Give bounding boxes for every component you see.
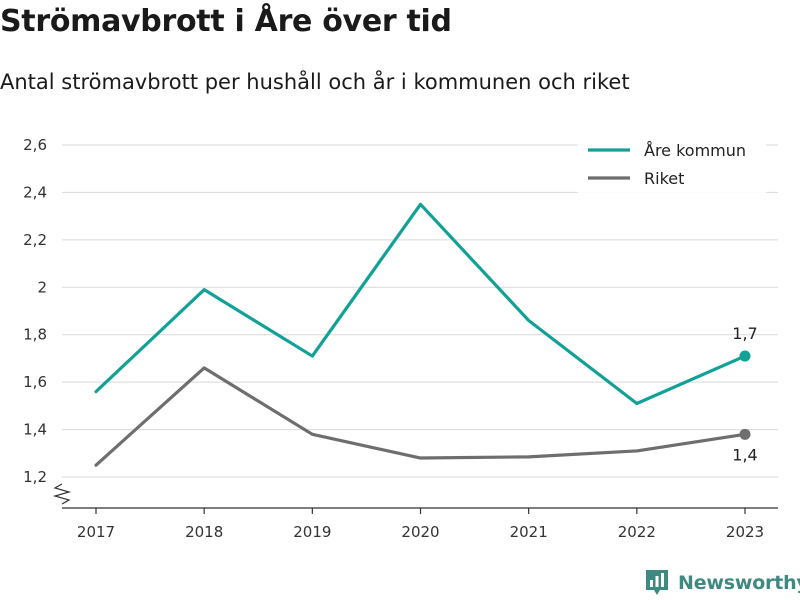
newsworthy-brand: Newsworthy	[644, 568, 800, 598]
legend-background	[578, 135, 766, 193]
x-tick-label: 2021	[510, 523, 548, 541]
x-tick-label: 2020	[401, 523, 439, 541]
y-tick-label: 2	[37, 278, 47, 296]
x-tick-label: 2023	[726, 523, 764, 541]
x-axis: 2017 2018 2019 2020 2021 2022 2023	[52, 483, 778, 541]
y-tick-label: 2,2	[23, 231, 47, 249]
brand-name: Newsworthy	[678, 572, 800, 594]
series-line	[94, 366, 747, 467]
legend: Åre kommun Riket	[578, 135, 766, 193]
y-tick-label: 1,4	[23, 421, 47, 439]
y-axis-tick-labels: 1,2 1,4 1,6 1,8 2 2,2 2,4 2,6	[23, 136, 47, 486]
series-end-point	[739, 428, 751, 440]
series-line	[94, 202, 747, 406]
y-tick-label: 2,4	[23, 183, 47, 201]
chart-title: Strömavbrott i Åre över tid	[0, 4, 452, 39]
x-tick-label: 2019	[293, 523, 331, 541]
x-tick-label: 2017	[77, 523, 115, 541]
y-tick-label: 1,6	[23, 373, 47, 391]
newsworthy-logo-icon	[646, 570, 668, 595]
y-tick-label: 2,6	[23, 136, 47, 154]
x-tick-label: 2018	[185, 523, 223, 541]
y-tick-label: 1,8	[23, 326, 47, 344]
y-tick-label: 1,2	[23, 468, 47, 486]
axis-break-icon	[52, 483, 72, 505]
legend-label: Riket	[644, 169, 684, 188]
series-end-label: 1,4	[732, 445, 757, 464]
x-tick-label: 2022	[618, 523, 656, 541]
legend-label: Åre kommun	[644, 141, 746, 160]
chart-subtitle: Antal strömavbrott per hushåll och år i …	[0, 70, 630, 94]
series-end-point	[739, 350, 751, 362]
series-lines: 1,7 1,4	[94, 202, 758, 467]
series-end-label: 1,7	[732, 324, 757, 343]
gridlines	[62, 144, 778, 478]
